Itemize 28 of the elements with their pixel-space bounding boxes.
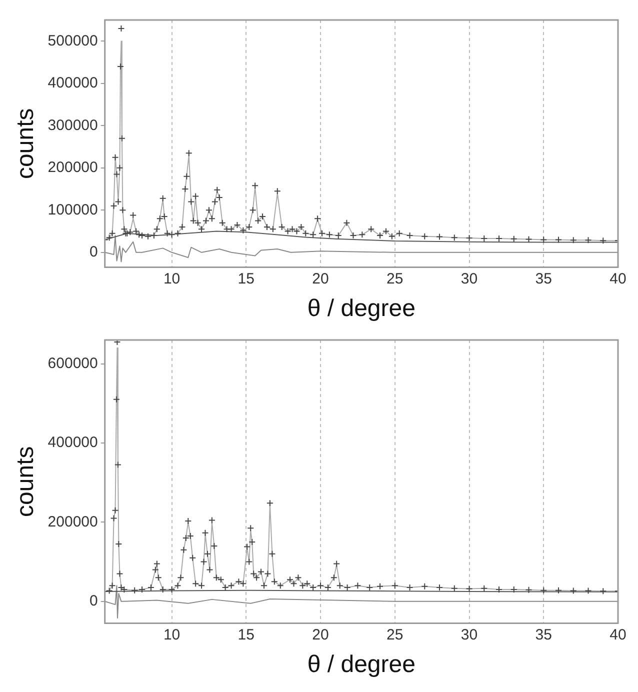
x-tick-label: 35 [535,626,552,644]
x-tick-label: 25 [386,626,404,644]
y-tick-label: 200000 [48,513,98,530]
y-tick-label: 0 [90,244,98,261]
y-axis-title: counts [12,108,40,179]
x-tick-label: 30 [460,270,478,288]
y-tick-label: 300000 [48,116,98,134]
x-tick-label: 15 [238,626,254,644]
y-tick-label: 0 [90,592,98,610]
x-axis-title: θ / degree [307,295,416,322]
x-tick-label: 20 [312,626,329,644]
x-tick-label: 10 [163,270,180,288]
x-tick-label: 40 [610,626,626,644]
x-tick-label: 35 [535,270,552,288]
x-tick-label: 25 [386,270,404,288]
y-tick-label: 400000 [48,74,98,92]
x-tick-label: 15 [238,270,254,288]
x-tick-label: 30 [460,626,478,644]
x-axis-title: θ / degree [307,651,416,678]
y-tick-label: 500000 [48,32,98,50]
y-tick-label: 200000 [48,159,98,176]
x-tick-label: 40 [610,270,626,288]
y-tick-label: 400000 [48,434,98,452]
y-tick-label: 600000 [48,354,98,372]
y-tick-label: 100000 [48,201,98,218]
y-axis-title: counts [12,446,40,517]
x-tick-label: 10 [163,626,180,644]
x-tick-label: 20 [312,270,329,288]
